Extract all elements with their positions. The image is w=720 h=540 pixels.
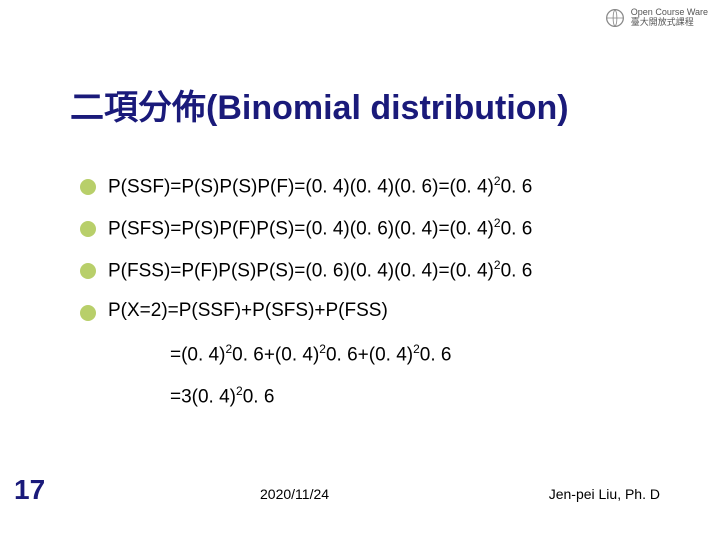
text-run: P(SSF)=P(S)P(S)P(F)=(0. 4)(0. 4)(0. 6)=(… [108, 176, 494, 197]
superscript: 2 [319, 342, 326, 356]
superscript: 2 [494, 174, 501, 188]
text-run: 0. 6 [501, 218, 533, 239]
text-run: 0. 6+(0. 4) [326, 344, 413, 365]
superscript: 2 [494, 216, 501, 230]
logo-line2: 臺大開放式課程 [631, 18, 708, 28]
text-run: P(X=2)=P(SSF)+P(SFS)+P(FSS) [108, 300, 388, 321]
text-run: P(FSS)=P(F)P(S)P(S)=(0. 6)(0. 4)(0. 4)=(… [108, 260, 494, 281]
text-run: 0. 6 [501, 176, 533, 197]
text-run: =(0. 4) [170, 344, 225, 365]
slide-title: 二項分佈(Binomial distribution) [70, 80, 569, 129]
superscript: 2 [494, 258, 501, 272]
equation-line: P(SSF)=P(S)P(S)P(F)=(0. 4)(0. 4)(0. 6)=(… [108, 174, 532, 198]
superscript: 2 [236, 384, 243, 398]
bullet-icon [80, 221, 96, 237]
text-run: 0. 6 [420, 344, 452, 365]
logo: Open Course Ware 臺大開放式課程 [605, 8, 708, 28]
equation-line: =3(0. 4)20. 6 [170, 384, 274, 408]
footer-author: Jen-pei Liu, Ph. D [549, 486, 660, 502]
page-number: 17 [14, 474, 45, 506]
slide: Open Course Ware 臺大開放式課程 二項分佈(Binomial d… [0, 0, 720, 540]
bullet-icon [80, 179, 96, 195]
equation-line: P(FSS)=P(F)P(S)P(S)=(0. 6)(0. 4)(0. 4)=(… [108, 258, 532, 282]
equation-line: P(X=2)=P(SSF)+P(SFS)+P(FSS) [108, 300, 388, 322]
text-run: 0. 6+(0. 4) [232, 344, 319, 365]
bullet-icon [80, 263, 96, 279]
footer-date: 2020/11/24 [260, 486, 329, 502]
equation-line: P(SFS)=P(S)P(F)P(S)=(0. 4)(0. 6)(0. 4)=(… [108, 216, 532, 240]
equation-line: =(0. 4)20. 6+(0. 4)20. 6+(0. 4)20. 6 [170, 342, 452, 366]
text-run: P(SFS)=P(S)P(F)P(S)=(0. 4)(0. 6)(0. 4)=(… [108, 218, 494, 239]
superscript: 2 [413, 342, 420, 356]
globe-icon [605, 8, 625, 28]
text-run: 0. 6 [243, 386, 275, 407]
text-run: =3(0. 4) [170, 386, 236, 407]
text-run: 0. 6 [501, 260, 533, 281]
bullet-icon [80, 305, 96, 321]
logo-text: Open Course Ware 臺大開放式課程 [631, 8, 708, 28]
